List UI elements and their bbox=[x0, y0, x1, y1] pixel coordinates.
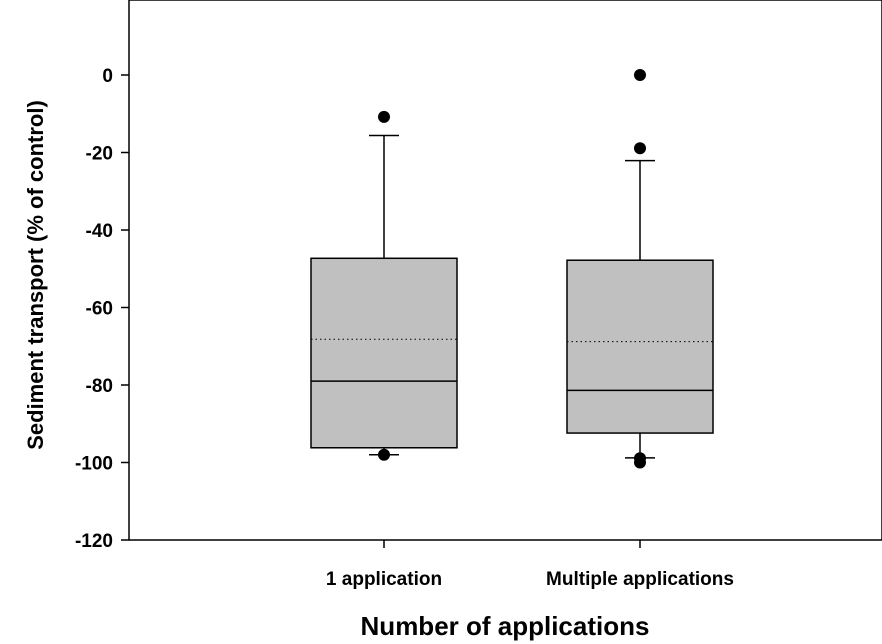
outlier-point bbox=[634, 456, 646, 469]
y-tick-label: 0 bbox=[102, 66, 113, 87]
y-tick-label: -100 bbox=[75, 454, 113, 475]
y-tick-label: -60 bbox=[86, 299, 113, 320]
iqr-box bbox=[566, 259, 714, 434]
plot-frame bbox=[128, 0, 882, 541]
y-tick-label: -40 bbox=[86, 221, 113, 242]
outlier-point bbox=[378, 448, 390, 461]
x-axis-title: Number of applications bbox=[361, 611, 650, 641]
outlier-point bbox=[378, 110, 390, 123]
outlier-point bbox=[634, 69, 646, 81]
box-group bbox=[566, 69, 714, 469]
y-tick-label: -20 bbox=[86, 144, 113, 165]
y-tick-label: -120 bbox=[75, 531, 113, 552]
iqr-box bbox=[310, 257, 458, 449]
box-group bbox=[310, 110, 458, 461]
y-tick-label: -80 bbox=[86, 376, 113, 397]
x-tick-label: Multiple applications bbox=[546, 569, 734, 590]
y-axis-title: Sediment transport (% of control) bbox=[23, 100, 48, 450]
x-tick-label: 1 application bbox=[326, 569, 442, 590]
x-axis: 1 application Multiple applications bbox=[326, 540, 734, 590]
boxes-layer bbox=[310, 69, 714, 469]
outlier-point bbox=[634, 142, 646, 155]
y-axis: 0 -20 -40 -60 -80 -100 -120 bbox=[75, 66, 129, 552]
